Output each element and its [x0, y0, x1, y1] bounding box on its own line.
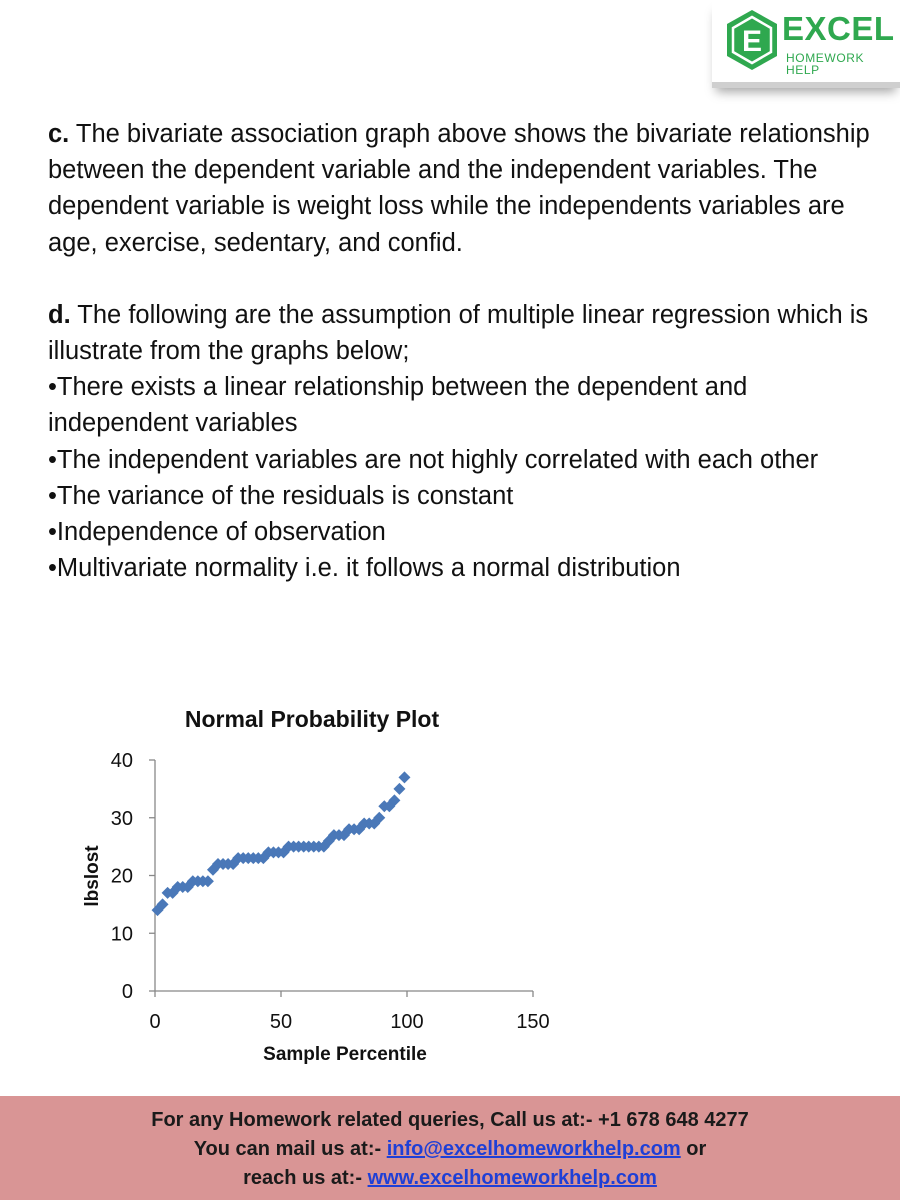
footer-web-line: reach us at:- www.excelhomeworkhelp.com: [0, 1164, 900, 1193]
logo: E EXCEL HOMEWORK HELP: [712, 0, 900, 88]
data-point: [373, 811, 386, 824]
footer-banner: For any Homework related queries, Call u…: [0, 1096, 900, 1200]
footer-email-suffix: or: [680, 1138, 707, 1160]
paragraph-d: d. The following are the assumption of m…: [48, 297, 878, 369]
data-point: [398, 771, 411, 784]
x-tick-label: 100: [390, 1011, 423, 1033]
bullet-item: •There exists a linear relationship betw…: [48, 373, 748, 438]
footer-email-prefix: You can mail us at:-: [193, 1138, 387, 1160]
y-tick-label: 0: [122, 981, 133, 1003]
bullet-item: •Independence of observation: [48, 518, 386, 547]
paragraph-d-text: The following are the assumption of mult…: [48, 300, 869, 366]
paragraph-c: c. The bivariate association graph above…: [48, 116, 878, 261]
footer-web-prefix: reach us at:-: [243, 1167, 368, 1189]
chart-title: Normal Probability Plot: [185, 706, 440, 732]
paragraph-c-label: c.: [48, 120, 70, 148]
data-point: [156, 898, 169, 911]
y-axis-label: lbslost: [82, 845, 103, 907]
x-axis-label: Sample Percentile: [263, 1044, 427, 1065]
y-tick-label: 30: [111, 808, 133, 830]
bullet-item: •The independent variables are not highl…: [48, 445, 819, 474]
data-point: [206, 863, 219, 876]
y-tick-label: 20: [111, 866, 133, 888]
normal-probability-plot: Normal Probability Plot 0 10 20 30 40 0 50 100…: [82, 706, 550, 1065]
data-point: [353, 823, 366, 836]
logo-wordmark: EXCEL: [782, 10, 895, 47]
data-point: [393, 782, 406, 795]
paragraph-d-label: d.: [48, 300, 71, 329]
website-link[interactable]: www.excelhomeworkhelp.com: [367, 1167, 657, 1189]
content-body: c. The bivariate association graph above…: [48, 116, 878, 586]
paragraph-c-text: The bivariate association graph above sh…: [48, 120, 870, 257]
data-point: [181, 881, 194, 894]
x-tick-label: 150: [516, 1011, 549, 1033]
footer-phone-line: For any Homework related queries, Call u…: [151, 1109, 749, 1131]
logo-letter: E: [742, 25, 762, 58]
bullet-item: •Multivariate normality i.e. it follows …: [48, 554, 681, 583]
bullet-item: •The variance of the residuals is consta…: [48, 481, 514, 510]
data-point: [322, 834, 335, 847]
footer-email-line: You can mail us at:- info@excelhomeworkh…: [0, 1135, 900, 1164]
email-link[interactable]: info@excelhomeworkhelp.com: [386, 1138, 681, 1160]
y-tick-label: 40: [111, 750, 133, 772]
x-tick-label: 0: [149, 1011, 160, 1033]
logo-hexagon-icon: E: [727, 10, 777, 70]
y-tick-label: 10: [111, 923, 133, 945]
logo-subtitle: HOMEWORK HELP: [786, 51, 865, 77]
data-point: [388, 794, 401, 807]
data-point: [201, 875, 214, 888]
x-tick-label: 50: [270, 1011, 292, 1033]
